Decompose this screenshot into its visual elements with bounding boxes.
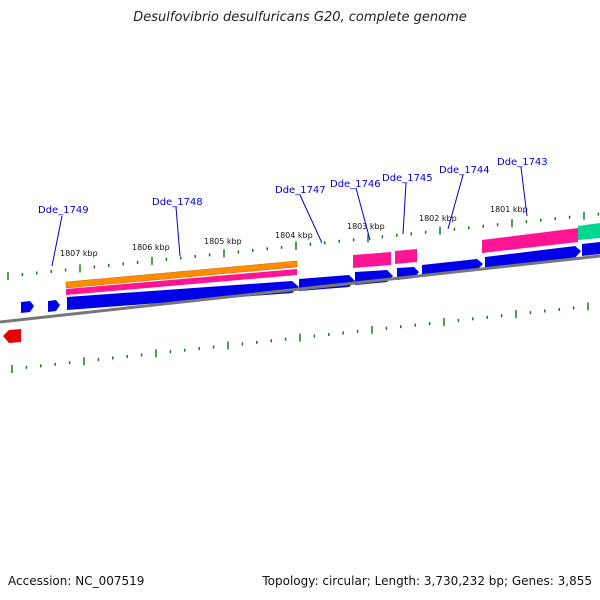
page-title: Desulfovibrio desulfuricans G20, complet…: [133, 10, 467, 25]
feature-pink-1743[interactable]: [482, 228, 578, 253]
gene-arrow-reverse[interactable]: [3, 329, 21, 343]
kbp-label-1804: 1804 kbp: [275, 231, 313, 240]
kbp-label-1805: 1805 kbp: [204, 237, 242, 246]
kbp-label-1801: 1801 kbp: [490, 205, 528, 214]
gene-arrow[interactable]: [48, 300, 60, 312]
kbp-label-1807: 1807 kbp: [60, 249, 98, 258]
feature-orange[interactable]: [65, 260, 298, 289]
gene-arrow[interactable]: [67, 281, 299, 310]
accession-label: Accession: NC_007519: [8, 574, 145, 588]
gene-label-dde-1745[interactable]: Dde_1745: [382, 173, 433, 184]
feature-green[interactable]: [578, 223, 600, 240]
label-line-dde-1747: [299, 194, 323, 244]
gene-arrow[interactable]: [21, 301, 34, 313]
label-line-dde-1748: [175, 206, 181, 257]
label-line-dde-1743: [520, 166, 528, 217]
gene-label-dde-1747[interactable]: Dde_1747: [275, 185, 326, 196]
gene-label-dde-1744[interactable]: Dde_1744: [439, 165, 490, 176]
gene-arrow[interactable]: [582, 242, 600, 256]
feature-pink[interactable]: [66, 269, 297, 295]
genome-backbone: [0, 254, 600, 324]
genome-summary: Topology: circular; Length: 3,730,232 bp…: [262, 574, 592, 588]
gene-label-dde-1748[interactable]: Dde_1748: [152, 197, 203, 208]
feature-track: [65, 223, 600, 295]
label-line-dde-1744: [447, 174, 464, 230]
gene-label-dde-1746[interactable]: Dde_1746: [330, 179, 381, 190]
gene-label-dde-1743[interactable]: Dde_1743: [497, 157, 548, 168]
kbp-label-1806: 1806 kbp: [132, 243, 170, 252]
label-line-dde-1745: [402, 182, 407, 235]
kbp-labels: 1807 kbp 1806 kbp 1805 kbp 1804 kbp 1803…: [60, 205, 528, 258]
gene-arrow[interactable]: [485, 246, 581, 270]
kbp-label-1802: 1802 kbp: [419, 214, 457, 223]
label-line-dde-1749: [51, 215, 63, 267]
gene-label-dde-1749[interactable]: Dde_1749: [38, 205, 89, 216]
label-line-dde-1746: [355, 187, 371, 241]
gene-label-lines: [51, 166, 528, 267]
feature-pink-1745[interactable]: [395, 249, 417, 264]
feature-pink-1746[interactable]: [353, 252, 391, 268]
lower-tick-track: [11, 302, 589, 373]
upper-tick-track: [7, 211, 600, 280]
gene-labels: Dde_1749 Dde_1748 Dde_1747 Dde_1746 Dde_…: [38, 157, 548, 216]
